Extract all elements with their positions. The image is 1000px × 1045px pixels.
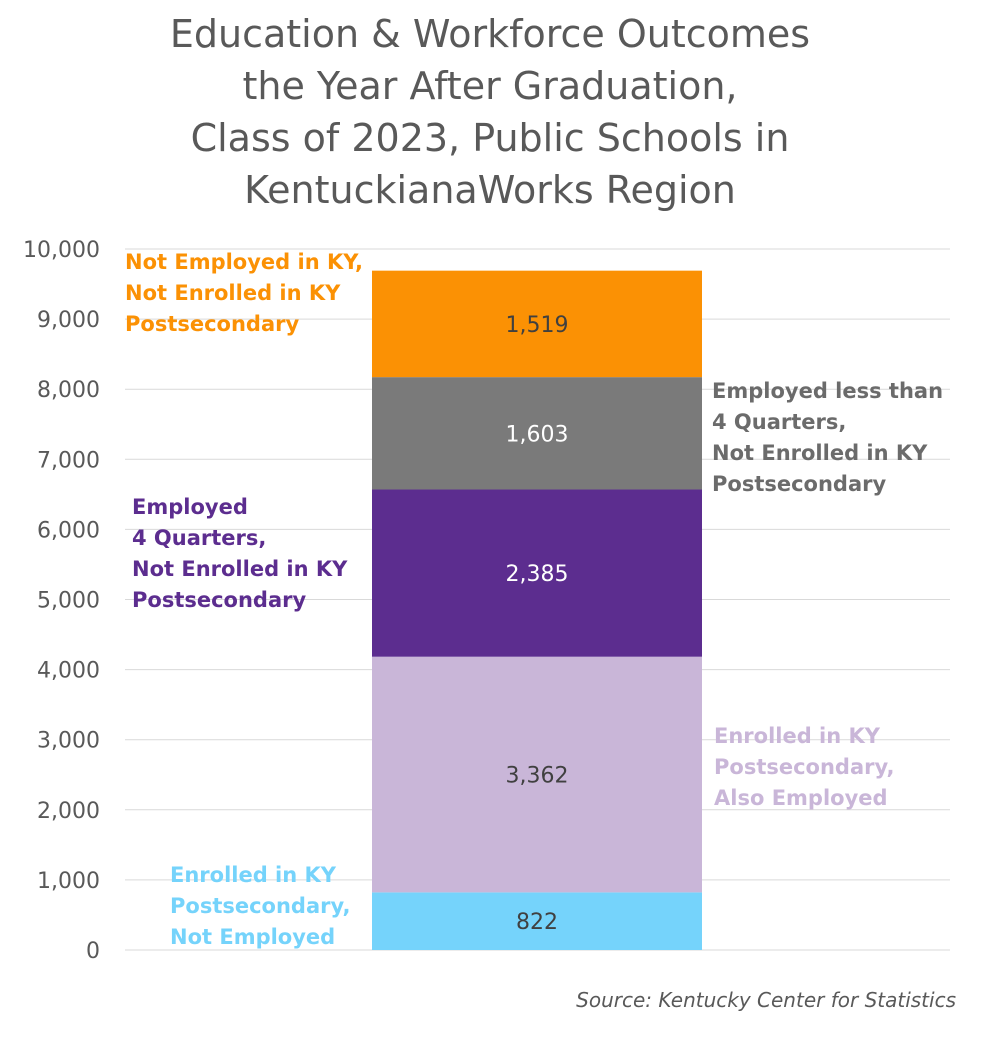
y-tick-label: 8,000 <box>37 378 100 403</box>
bar-segment <box>372 270 702 378</box>
data-label: 2,385 <box>506 562 569 587</box>
bar-segment <box>372 892 702 950</box>
source-note: Source: Kentucky Center for Statistics <box>576 988 956 1012</box>
data-label: 1,519 <box>506 313 569 338</box>
bar-segment <box>372 489 702 657</box>
bar-segment <box>372 377 702 490</box>
y-tick-label: 4,000 <box>37 659 100 684</box>
series-label: Employed 4 Quarters, Not Enrolled in KY Pos… <box>132 495 348 612</box>
series-label: Enrolled in KY Postsecondary, Also Employe… <box>714 724 895 810</box>
data-label: 1,603 <box>506 422 569 447</box>
y-tick-label: 5,000 <box>37 589 100 614</box>
y-tick-label: 9,000 <box>37 308 100 333</box>
series-label: Employed less than 4 Quarters, Not Enrolle… <box>712 379 943 496</box>
y-tick-label: 0 <box>86 939 100 964</box>
chart-title: Education & Workforce Outcomes the Year … <box>169 12 811 212</box>
y-tick-label: 3,000 <box>37 729 100 754</box>
data-label: 822 <box>516 910 558 935</box>
series-label: Not Employed in KY, Not Enrolled in KY Pos… <box>125 250 363 336</box>
bar-segment <box>372 656 702 893</box>
series-label: Enrolled in KY Postsecondary, Not Employed <box>170 863 351 949</box>
y-tick-label: 7,000 <box>37 448 100 473</box>
y-tick-label: 6,000 <box>37 518 100 543</box>
y-tick-label: 1,000 <box>37 869 100 894</box>
data-label: 3,362 <box>506 764 569 789</box>
y-tick-label: 2,000 <box>37 799 100 824</box>
y-tick-label: 10,000 <box>23 238 100 263</box>
